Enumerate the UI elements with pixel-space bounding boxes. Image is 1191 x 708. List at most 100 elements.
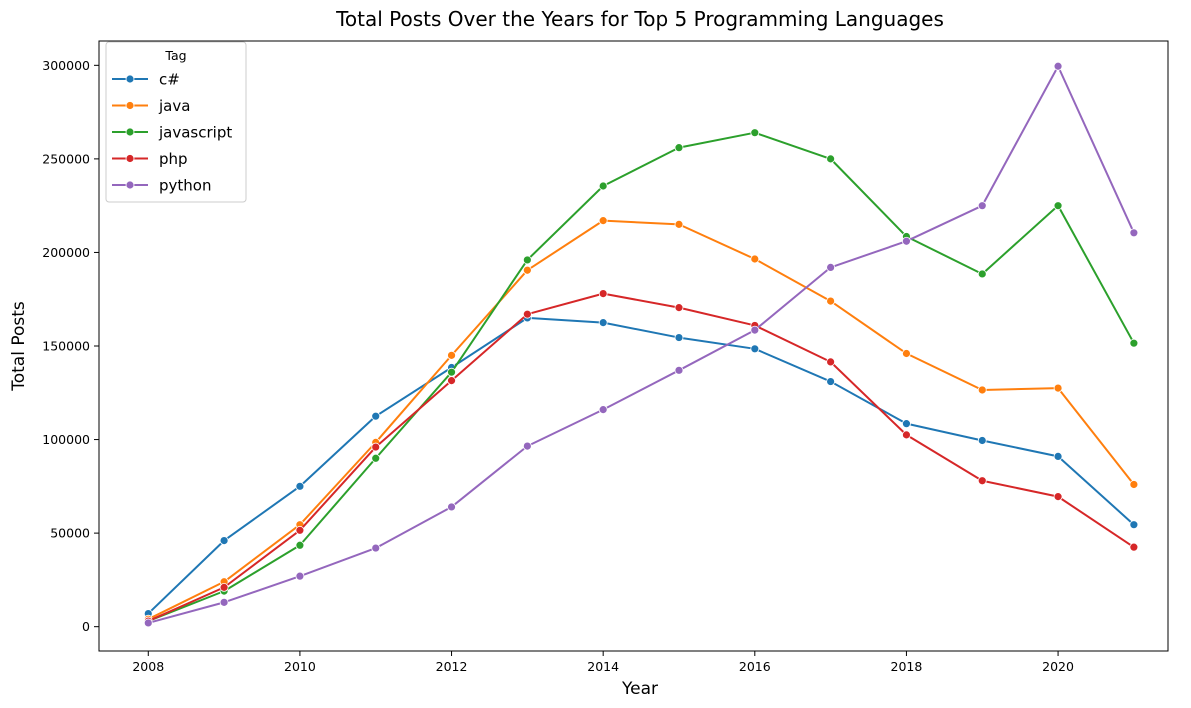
legend-label: python [159, 177, 211, 195]
data-point [598, 181, 608, 191]
data-point [295, 540, 305, 550]
series-java [143, 216, 1139, 624]
x-tick-label: 2018 [891, 659, 923, 674]
x-tick-label: 2016 [739, 659, 771, 674]
legend-swatch-marker [125, 154, 135, 163]
data-point [674, 143, 684, 153]
data-point [902, 349, 911, 358]
data-point [674, 219, 684, 229]
data-point [1129, 480, 1139, 489]
data-point [219, 536, 229, 546]
legend-label: javascript [158, 124, 232, 142]
data-point [219, 597, 229, 607]
x-tick-label: 2008 [132, 659, 164, 674]
data-point [447, 350, 456, 360]
data-point [674, 303, 684, 313]
data-point [447, 367, 456, 377]
data-point [826, 296, 836, 306]
y-tick-label: 0 [82, 619, 90, 634]
chart-title: Total Posts Over the Years for Top 5 Pro… [335, 7, 944, 31]
data-point [674, 365, 684, 375]
data-point [295, 571, 305, 581]
legend-box [105, 41, 247, 203]
legend-item-java: java [112, 97, 190, 115]
legend-label: java [158, 97, 190, 115]
legend-title: Tag [164, 48, 186, 63]
data-point [522, 255, 532, 265]
y-axis-label: Total Posts [9, 301, 29, 392]
data-point [674, 333, 684, 342]
x-tick-label: 2014 [587, 659, 619, 674]
data-point [1129, 228, 1139, 238]
data-point [295, 525, 305, 535]
data-point [1053, 451, 1063, 461]
data-point [522, 265, 532, 275]
data-point [977, 436, 987, 445]
data-point [371, 411, 381, 421]
data-point [1053, 201, 1063, 211]
plot-frame [98, 40, 1169, 652]
x-axis-label: Year [621, 679, 658, 699]
x-tick-label: 2010 [284, 659, 316, 674]
y-tick-label: 50000 [50, 526, 90, 541]
series-line [147, 292, 1135, 622]
data-point [219, 582, 229, 592]
y-tick-label: 200000 [42, 245, 90, 260]
data-point [447, 502, 456, 512]
series-javascript [143, 128, 1139, 626]
data-point [447, 376, 456, 386]
legend-item-python: python [112, 177, 211, 195]
y-tick-label: 300000 [42, 58, 90, 73]
series-line [147, 316, 1135, 615]
data-point [522, 309, 532, 319]
data-point [977, 269, 987, 279]
series-line [147, 131, 1135, 622]
legend-label: php [159, 150, 188, 168]
legend-item-javascript: javascript [112, 124, 232, 142]
data-point [750, 128, 760, 138]
series-c# [143, 313, 1139, 618]
data-point [977, 476, 987, 486]
data-point [826, 263, 836, 272]
data-point [826, 154, 836, 164]
data-point [902, 236, 911, 246]
data-point [750, 325, 760, 335]
data-point [750, 344, 760, 354]
data-point [902, 419, 911, 429]
legend-item-c#: c# [112, 71, 180, 89]
legend: Tag c# java javascript php python [105, 41, 247, 203]
x-tick-label: 2012 [436, 659, 468, 674]
data-point [295, 481, 305, 491]
legend-label: c# [159, 71, 180, 89]
series-python [143, 61, 1139, 628]
legend-swatch-marker [125, 101, 135, 110]
data-point [1053, 383, 1063, 393]
data-point [598, 289, 608, 299]
data-point [826, 377, 836, 386]
y-tick-label: 100000 [42, 432, 90, 447]
data-point [598, 318, 608, 328]
data-point [750, 254, 760, 264]
data-point [1053, 492, 1063, 502]
data-point [522, 441, 532, 451]
data-point [598, 216, 608, 226]
x-axis: 2008 2010 2012 2014 2016 2018 2020 [132, 651, 1074, 674]
y-axis: 0 50000 100000 150000 200000 250000 300000 [42, 58, 99, 634]
data-point [1129, 542, 1139, 552]
data-point [371, 543, 381, 553]
data-point [977, 385, 987, 395]
data-point [1129, 520, 1139, 530]
data-point [977, 201, 987, 211]
series-line [148, 65, 1135, 624]
y-tick-label: 250000 [42, 151, 90, 166]
x-tick-label: 2020 [1042, 659, 1074, 674]
series-php [143, 289, 1139, 626]
data-point [1053, 61, 1063, 71]
data-point [143, 618, 153, 628]
plot-area [143, 61, 1139, 628]
legend-swatch-marker [125, 74, 135, 84]
data-point [371, 442, 381, 452]
data-point [902, 430, 911, 440]
series-line [147, 219, 1135, 621]
